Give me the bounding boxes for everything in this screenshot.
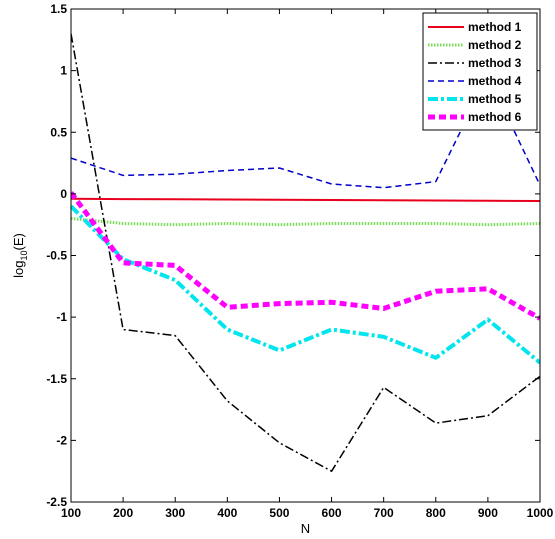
- x-tick-label: 900: [478, 506, 498, 520]
- y-tick-label: -1: [56, 310, 67, 324]
- x-tick-label: 700: [374, 506, 394, 520]
- series-layer: [71, 33, 540, 472]
- y-tick-label: 0.5: [50, 125, 67, 139]
- series-line-method-6: [71, 191, 540, 321]
- y-axis-title-main: log: [11, 261, 26, 278]
- x-tick-label: 300: [165, 506, 185, 520]
- x-tick-label: 1000: [527, 506, 554, 520]
- x-tick-label: 200: [113, 506, 133, 520]
- series-line-method-4: [71, 74, 540, 189]
- legend-box: [422, 12, 538, 131]
- x-tick-label: 500: [269, 506, 289, 520]
- x-axis-title: N: [301, 521, 310, 536]
- legend-label-method-5: method 5: [468, 92, 522, 106]
- series-line-method-1: [71, 197, 540, 202]
- y-tick-label: -2: [56, 433, 67, 447]
- ticks-layer: 100 200 300 400 500 600 700 800 900 1000 -2.5 -2 -1.…: [46, 2, 553, 520]
- y-tick-label: 1.5: [50, 2, 67, 16]
- legend: method 1 method 2 method 3 method 4 method 5…: [422, 12, 538, 131]
- legend-label-method-2: method 2: [468, 38, 522, 52]
- y-axis-title-subscript: 10: [19, 250, 29, 260]
- x-tick-label: 600: [322, 506, 342, 520]
- y-tick-label: 1: [60, 64, 67, 78]
- y-tick-label: -0.5: [46, 249, 67, 263]
- y-tick-label: 0: [60, 187, 67, 201]
- series-line-method-2: [71, 217, 540, 227]
- x-tick-label: 800: [426, 506, 446, 520]
- y-axis-title-tail: (E): [11, 233, 26, 250]
- legend-label-method-3: method 3: [468, 56, 522, 70]
- x-tick-label: 400: [217, 506, 237, 520]
- legend-label-method-6: method 6: [468, 110, 522, 124]
- legend-label-method-1: method 1: [468, 20, 522, 34]
- series-line-method-5: [71, 204, 540, 365]
- series-line-method-3: [71, 33, 540, 472]
- y-tick-label: -1.5: [46, 372, 67, 386]
- x-tick-label: 100: [61, 506, 81, 520]
- y-axis-title: log10(E): [11, 233, 29, 278]
- y-tick-label: -2.5: [46, 495, 67, 509]
- legend-label-method-4: method 4: [468, 74, 522, 88]
